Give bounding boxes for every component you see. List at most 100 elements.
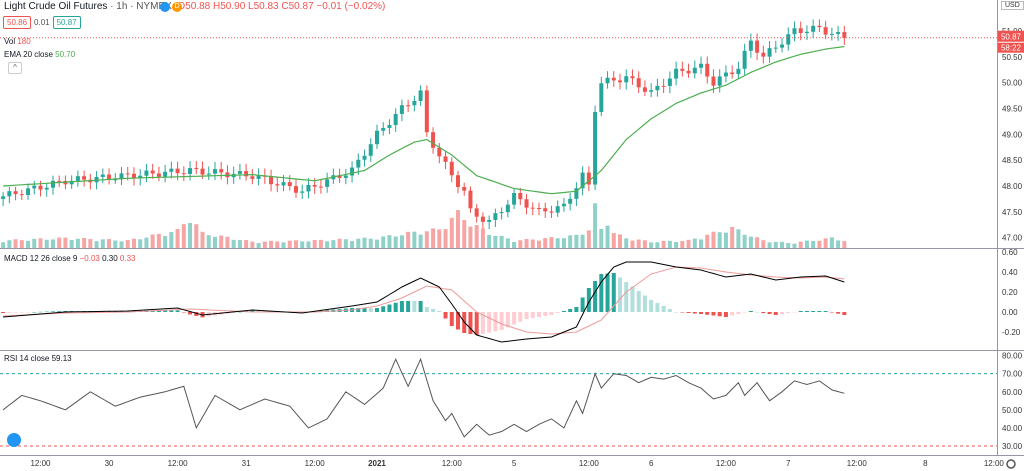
volume-bar [561,238,566,248]
settings-gear-icon[interactable] [1006,459,1016,469]
rsi-value: 59.13 [51,354,72,363]
macd-hist-bar [26,312,31,313]
macd-hist-bar [250,310,255,312]
candle-body [387,124,392,128]
macd-hist-bar [449,312,454,326]
candle-body [586,172,591,185]
volume-bar [38,238,43,248]
candle-body [119,173,124,180]
last-price-label: 50.87 [1001,33,1022,42]
candle-body [318,186,323,188]
volume-bar [555,238,560,248]
volume-bar [150,234,155,248]
volume-bar [630,240,635,248]
volume-bar [262,241,267,248]
volume-bar [107,239,112,248]
macd-hist-bar [150,310,155,312]
macd-hist-bar [188,312,193,315]
candle-body [244,171,249,177]
volume-bar [387,235,392,248]
macd-hist-bar [761,312,766,313]
candle-body [649,90,654,92]
volume-bar [163,236,168,248]
candle-body [462,187,467,191]
volume-bar [1,242,6,248]
symbol-title[interactable]: Light Crude Oil Futures [4,1,108,12]
macd-hist-bar [730,312,735,316]
macd-hist-bar [50,311,55,312]
time-tick-label: 12:00 [984,459,1005,468]
rsi-label: RSI 14 close [4,354,50,363]
macd-hist-bar [798,311,803,312]
macd-hist-bar [661,306,666,312]
volume-bar [318,239,323,248]
candle-body [256,175,261,179]
macd-hist-bar [181,312,186,313]
trade-buttons: 50.86 0.01 50.87 [3,16,81,29]
volume-bar [804,240,809,248]
macd-hist-bar [418,301,423,312]
volume-bar [7,240,12,248]
candle-body [381,127,386,131]
candle-body [798,28,803,34]
currency-label[interactable]: USD [1001,1,1024,10]
candle-body [300,191,305,193]
candle-body [593,111,598,185]
volume-bar [169,232,174,248]
candle-body [250,176,255,179]
candle-body [468,190,473,209]
volume-bar [312,239,317,248]
volume-bar [424,231,429,248]
macd-hist-bar [437,311,442,312]
collapse-legend-icon[interactable]: ^ [8,62,22,74]
sell-button[interactable]: 50.86 [3,16,32,29]
macd-hist-bar [705,312,710,315]
volume-bar [493,235,498,248]
candle-body [761,52,766,57]
candle-body [543,208,548,212]
volume-bar [437,229,442,248]
countdown-badge [998,42,1024,53]
volume-bar [244,240,249,248]
volume-bar [206,235,211,248]
volume-bar [723,232,728,248]
volume-bar [331,240,336,248]
macd-hist-bar [543,312,548,316]
price-tick-label: 49.50 [1002,105,1023,114]
price-tick-label: 47.50 [1002,208,1023,217]
candle-body [237,171,242,174]
volume-bar [362,237,367,248]
time-tick-label: 6 [649,459,654,468]
volume-bar [586,230,591,248]
candle-body [1,196,6,199]
candle-body [194,168,199,170]
market-status-icon[interactable] [160,2,170,12]
candle-body [748,40,753,51]
volume-bar [293,240,298,248]
time-tick-label: 12:00 [579,459,600,468]
candle-body [19,194,24,196]
last-price-badge [998,30,1024,42]
rsi-tick-label: 50.00 [1002,406,1023,415]
volume-bar [829,237,834,248]
volume-bar [717,232,722,248]
volume-bar [705,234,710,248]
buy-button[interactable]: 50.87 [52,16,81,29]
volume-bar [399,235,404,248]
volume-bar [381,236,386,248]
candle-body [836,32,841,34]
price-change: −0.01 (−0.02%) [316,1,386,12]
candle-body [449,161,454,176]
delayed-data-icon[interactable]: D [172,2,182,12]
candle-body [817,25,822,28]
volume-bar [667,240,672,248]
volume-label: Vol [4,37,16,46]
candle-body [412,100,417,106]
volume-bar [325,241,330,248]
volume-bar [767,242,772,248]
time-tick-label: 31 [242,459,251,468]
candle-body [69,180,74,185]
candle-body [443,156,448,162]
candle-body [150,170,155,174]
